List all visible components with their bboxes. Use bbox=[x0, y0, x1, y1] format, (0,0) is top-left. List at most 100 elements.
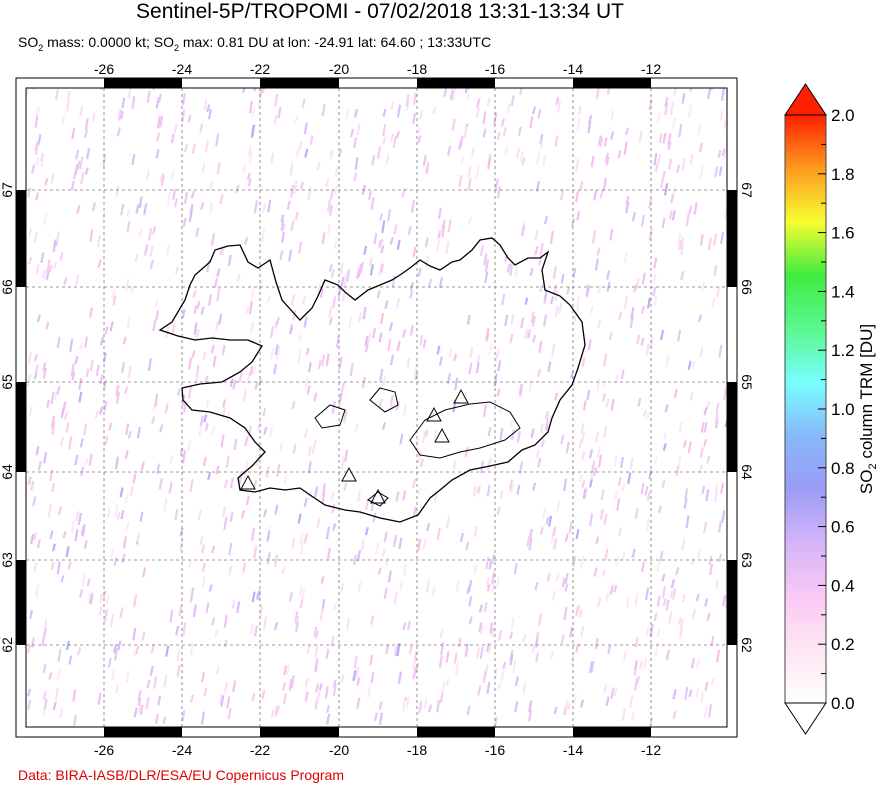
so2-pixel bbox=[510, 483, 515, 493]
so2-pixel bbox=[205, 399, 210, 408]
so2-pixel bbox=[56, 385, 61, 395]
so2-pixel bbox=[148, 227, 153, 241]
so2-pixel bbox=[139, 511, 144, 522]
so2-pixel bbox=[376, 145, 382, 160]
so2-pixel bbox=[386, 209, 392, 222]
so2-pixel bbox=[658, 133, 663, 144]
so2-pixel bbox=[514, 701, 519, 713]
so2-pixel bbox=[204, 139, 210, 152]
so2-pixel bbox=[343, 482, 348, 491]
so2-pixel bbox=[34, 364, 40, 374]
so2-pixel bbox=[326, 199, 332, 212]
so2-pixel bbox=[691, 361, 696, 370]
so2-pixel bbox=[437, 230, 442, 239]
so2-pixel bbox=[211, 545, 216, 554]
so2-pixel bbox=[482, 670, 487, 684]
so2-pixel bbox=[75, 274, 80, 285]
so2-pixel bbox=[636, 334, 641, 345]
so2-pixel bbox=[609, 585, 614, 595]
so2-pixel bbox=[645, 411, 650, 420]
so2-pixel bbox=[68, 436, 73, 450]
so2-pixel bbox=[567, 702, 572, 711]
so2-pixel bbox=[78, 377, 83, 390]
so2-pixel bbox=[273, 114, 278, 126]
so2-pixel bbox=[135, 645, 140, 655]
lon-tick-bottom: -26 bbox=[94, 742, 114, 758]
so2-pixel bbox=[338, 356, 343, 370]
so2-pixel bbox=[294, 611, 299, 623]
so2-pixel bbox=[439, 628, 444, 638]
so2-pixel bbox=[662, 132, 667, 144]
so2-pixel bbox=[467, 178, 472, 191]
so2-pixel bbox=[371, 154, 376, 166]
so2-pixel bbox=[560, 434, 565, 445]
so2-pixel bbox=[393, 224, 398, 235]
so2-pixel bbox=[483, 602, 488, 613]
so2-pixel bbox=[402, 563, 408, 577]
map-area[interactable] bbox=[26, 88, 727, 727]
so2-pixel bbox=[713, 265, 718, 277]
so2-pixel bbox=[719, 109, 724, 122]
so2-pixel bbox=[343, 409, 348, 422]
so2-pixel bbox=[154, 393, 159, 408]
so2-pixel bbox=[479, 646, 484, 659]
colorbar-min-arrow-icon bbox=[784, 702, 827, 735]
so2-pixel bbox=[559, 188, 565, 201]
so2-pixel bbox=[262, 407, 267, 417]
so2-pixel bbox=[183, 191, 189, 205]
so2-pixel bbox=[43, 213, 48, 226]
so2-pixel bbox=[222, 506, 227, 518]
so2-pixel bbox=[269, 325, 275, 339]
so2-pixel bbox=[164, 403, 169, 414]
so2-pixel bbox=[422, 538, 427, 551]
colorbar-tick-label: 1.4 bbox=[831, 282, 855, 301]
so2-pixel bbox=[412, 659, 417, 670]
so2-pixel bbox=[667, 141, 672, 151]
so2-pixel bbox=[293, 180, 298, 194]
so2-pixel bbox=[359, 261, 364, 274]
so2-pixel bbox=[250, 527, 256, 541]
so2-pixel bbox=[273, 622, 279, 631]
so2-pixel bbox=[356, 490, 362, 502]
so2-pixel bbox=[601, 569, 607, 578]
so2-pixel bbox=[97, 692, 102, 705]
so2-pixel bbox=[297, 513, 302, 524]
so2-pixel bbox=[490, 627, 495, 636]
so2-pixel bbox=[399, 433, 404, 445]
so2-pixel bbox=[169, 454, 174, 464]
so2-pixel bbox=[613, 454, 618, 467]
so2-pixel bbox=[72, 689, 77, 702]
so2-pixel bbox=[289, 326, 294, 335]
so2-pixel bbox=[522, 634, 527, 643]
so2-pixel bbox=[613, 688, 618, 697]
so2-pixel bbox=[136, 426, 141, 439]
so2-pixel bbox=[495, 348, 500, 360]
so2-pixel bbox=[654, 163, 659, 172]
so2-pixel bbox=[565, 441, 570, 454]
so2-pixel bbox=[604, 548, 609, 561]
so2-pixel bbox=[707, 88, 712, 99]
so2-pixel bbox=[703, 422, 708, 433]
so2-pixel bbox=[280, 231, 286, 243]
so2-pixel bbox=[486, 583, 491, 592]
so2-pixel bbox=[138, 196, 143, 209]
so2-pixel bbox=[601, 392, 606, 402]
so2-pixel bbox=[668, 210, 673, 220]
so2-pixel bbox=[154, 299, 159, 307]
so2-pixel bbox=[33, 563, 38, 572]
so2-pixel bbox=[644, 485, 649, 496]
so2-pixel bbox=[556, 501, 561, 512]
so2-pixel bbox=[562, 478, 568, 492]
colorbar-ticks: 2.0 1.8 1.6 1.4 1.2 1.0 0.8 0.6 0.4 0.2 0.0 bbox=[818, 106, 855, 713]
so2-pixel bbox=[137, 703, 143, 713]
so2-pixel bbox=[51, 483, 56, 492]
so2-pixel bbox=[618, 311, 623, 320]
so2-pixel bbox=[568, 521, 573, 534]
so2-pixel bbox=[27, 187, 32, 198]
so2-pixel bbox=[653, 456, 658, 465]
so2-pixel bbox=[466, 585, 471, 595]
so2-pixel bbox=[500, 118, 506, 127]
so2-pixel bbox=[447, 219, 452, 233]
so2-pixel bbox=[473, 525, 478, 538]
so2-pixel bbox=[137, 697, 142, 706]
